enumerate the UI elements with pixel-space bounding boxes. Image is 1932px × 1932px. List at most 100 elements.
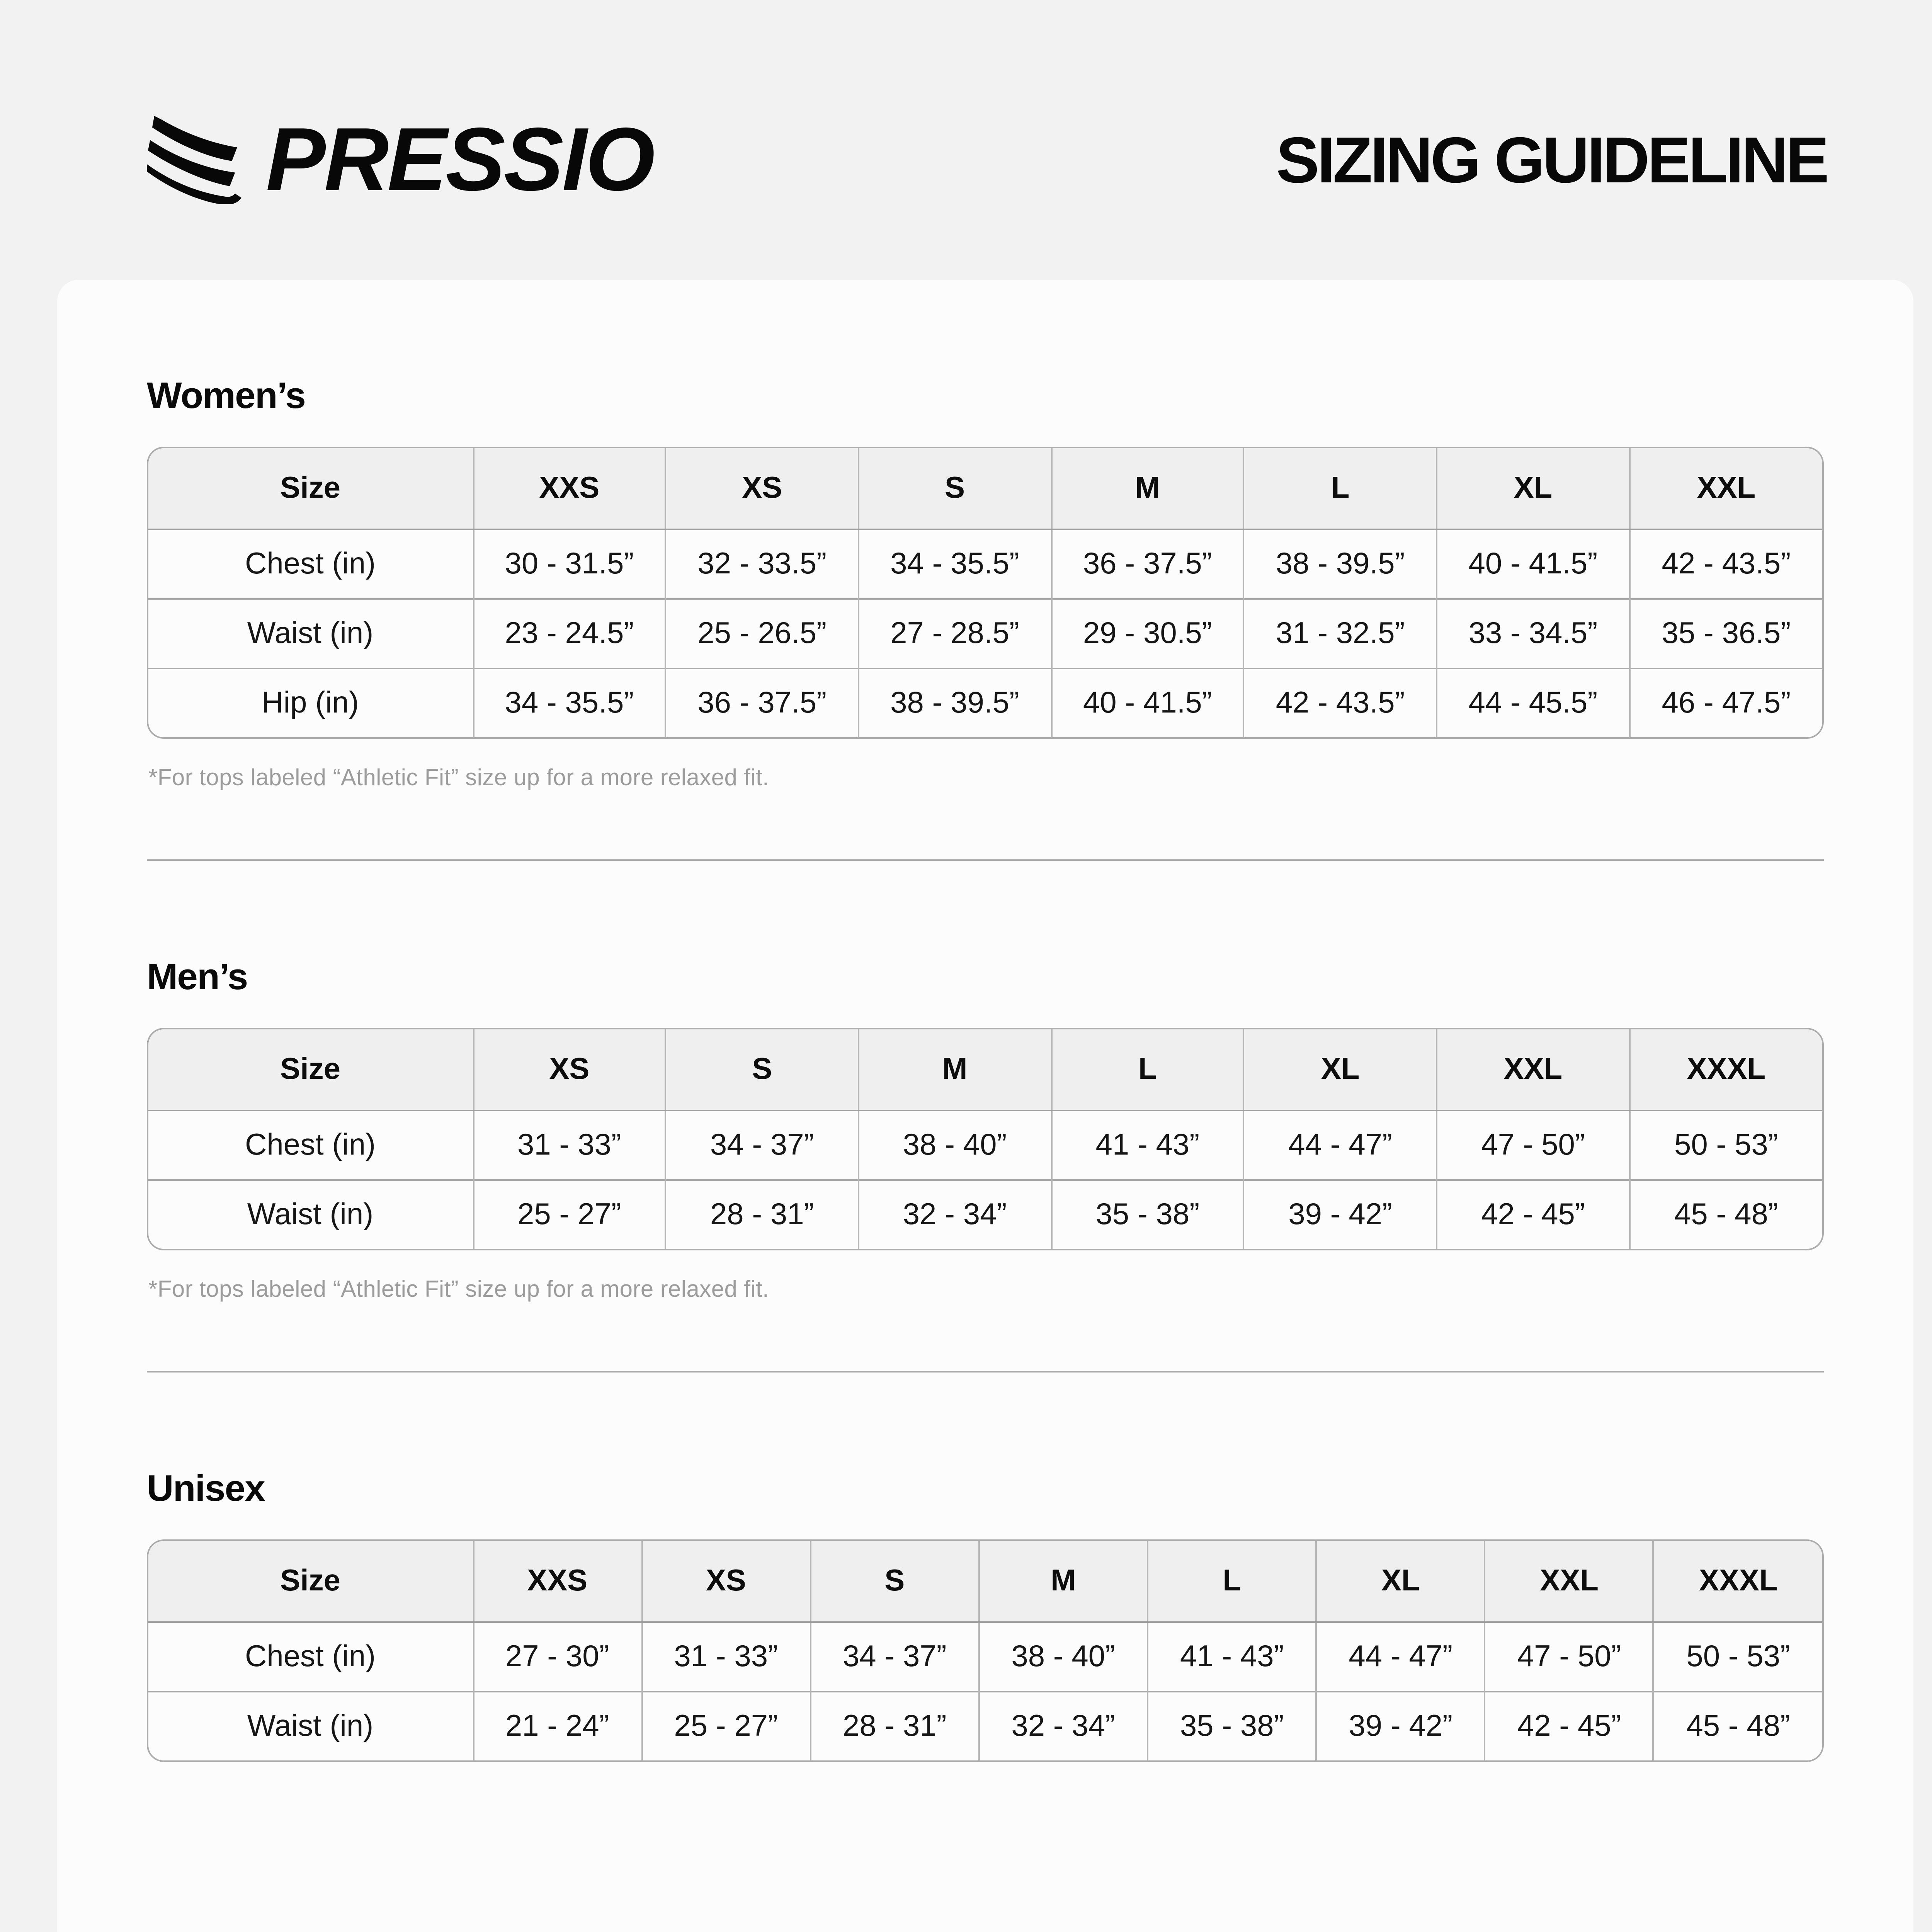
size-value: 35 - 38” bbox=[1146, 1691, 1316, 1760]
table-row: Chest (in) 27 - 30” 31 - 33” 34 - 37” 38 - 4… bbox=[148, 1622, 1822, 1692]
size-value: 34 - 37” bbox=[665, 1111, 859, 1180]
header-row: Size XXS XS S M L XL XXL bbox=[148, 448, 1822, 530]
size-value: 50 - 53” bbox=[1628, 1111, 1822, 1180]
size-value: 42 - 45” bbox=[1436, 1179, 1629, 1249]
size-table-grid: Size XS S M L XL XXL XXXL Chest (in) 31 - 33” 34 … bbox=[148, 1029, 1822, 1249]
size-value: 44 - 47” bbox=[1315, 1622, 1485, 1692]
column-header: XXL bbox=[1436, 1029, 1629, 1111]
size-value: 38 - 40” bbox=[857, 1111, 1051, 1180]
measure-label: Waist (in) bbox=[148, 1691, 473, 1760]
size-value: 47 - 50” bbox=[1484, 1622, 1654, 1692]
size-value: 41 - 43” bbox=[1050, 1111, 1244, 1180]
size-value: 44 - 45.5” bbox=[1436, 668, 1629, 737]
column-header: L bbox=[1050, 1029, 1244, 1111]
size-value: 38 - 40” bbox=[978, 1622, 1148, 1692]
size-value: 21 - 24” bbox=[472, 1691, 642, 1760]
brand-logo: PRESSIO bbox=[147, 108, 655, 212]
section-heading: Men’s bbox=[147, 957, 248, 998]
column-header: L bbox=[1243, 448, 1437, 530]
size-value: 38 - 39.5” bbox=[1243, 529, 1437, 599]
section-heading: Unisex bbox=[147, 1468, 265, 1510]
size-value: 39 - 42” bbox=[1315, 1691, 1485, 1760]
content-card: Women’s Size XXS XS S M L XL XXL Chest (in) 30 -… bbox=[57, 280, 1913, 1932]
table-row: Hip (in) 34 - 35.5” 36 - 37.5” 38 - 39.5” 40… bbox=[148, 668, 1822, 737]
column-header: M bbox=[857, 1029, 1051, 1111]
column-header: XL bbox=[1243, 1029, 1437, 1111]
size-value: 25 - 26.5” bbox=[665, 598, 859, 668]
size-table-grid: Size XXS XS S M L XL XXL XXXL Chest (in) 27 - 30”… bbox=[148, 1541, 1822, 1760]
size-value: 35 - 38” bbox=[1050, 1179, 1244, 1249]
column-header: L bbox=[1146, 1541, 1316, 1623]
size-value: 34 - 35.5” bbox=[857, 529, 1051, 599]
size-value: 30 - 31.5” bbox=[472, 529, 666, 599]
column-header: XXXL bbox=[1628, 1029, 1822, 1111]
size-value: 36 - 37.5” bbox=[665, 668, 859, 737]
column-header: XXL bbox=[1484, 1541, 1654, 1623]
measure-label: Chest (in) bbox=[245, 546, 376, 580]
size-value: 31 - 33” bbox=[472, 1111, 666, 1180]
section-heading: Women’s bbox=[147, 376, 306, 417]
footnote: *For tops labeled “Athletic Fit” size up… bbox=[148, 765, 769, 791]
size-table: Size XXS XS S M L XL XXL XXXL Chest (in) 27 - 30”… bbox=[147, 1539, 1824, 1762]
measure-label: Waist (in) bbox=[148, 1179, 473, 1249]
measure-label: Chest (in) bbox=[245, 1639, 376, 1673]
size-value: 40 - 41.5” bbox=[1050, 668, 1244, 737]
size-value: 38 - 39.5” bbox=[857, 668, 1051, 737]
size-value: 46 - 47.5” bbox=[1628, 668, 1822, 737]
size-section-womens: Women’s Size XXS XS S M L XL XXL Chest (in) 30 -… bbox=[147, 376, 1824, 791]
size-value: 27 - 30” bbox=[472, 1622, 642, 1692]
table-row: Waist (in) 25 - 27” 28 - 31” 32 - 34” 35 - 3… bbox=[148, 1179, 1822, 1249]
size-section-mens: Men’s Size XS S M L XL XXL XXXL Chest (in) 31 - … bbox=[147, 859, 1824, 1303]
size-value: 31 - 32.5” bbox=[1243, 598, 1437, 668]
column-header: XXXL bbox=[1653, 1541, 1822, 1623]
size-section-unisex: Unisex Size XXS XS S M L XL XXL XXXL Chest (in) 2… bbox=[147, 1371, 1824, 1762]
measure-label: Waist (in) bbox=[148, 598, 473, 668]
size-value: 29 - 30.5” bbox=[1050, 598, 1244, 668]
page-title: SIZING GUIDELINE bbox=[1276, 123, 1829, 196]
size-value: 41 - 43” bbox=[1146, 1622, 1316, 1692]
size-value: 35 - 36.5” bbox=[1628, 598, 1822, 668]
footnote: *For tops labeled “Athletic Fit” size up… bbox=[148, 1277, 769, 1303]
size-value: 50 - 53” bbox=[1653, 1622, 1822, 1692]
size-value: 45 - 48” bbox=[1653, 1691, 1822, 1760]
size-value: 32 - 33.5” bbox=[665, 529, 859, 599]
pressio-wing-icon bbox=[147, 116, 252, 205]
header-row: Size XXS XS S M L XL XXL XXXL bbox=[148, 1541, 1822, 1623]
column-header: S bbox=[665, 1029, 859, 1111]
column-header: M bbox=[978, 1541, 1148, 1623]
section-divider bbox=[147, 859, 1824, 861]
size-value: 23 - 24.5” bbox=[472, 598, 666, 668]
size-table: Size XS S M L XL XXL XXXL Chest (in) 31 - 33” 34 … bbox=[147, 1028, 1824, 1250]
size-table-grid: Size XXS XS S M L XL XXL Chest (in) 30 - 31.5” 32… bbox=[148, 448, 1822, 737]
size-value: 32 - 34” bbox=[857, 1179, 1051, 1249]
sections-container: Women’s Size XXS XS S M L XL XXL Chest (in) 30 -… bbox=[147, 376, 1824, 1762]
column-header: M bbox=[1050, 448, 1244, 530]
size-value: 31 - 33” bbox=[641, 1622, 810, 1692]
size-value: 47 - 50” bbox=[1436, 1111, 1629, 1180]
header-row: Size XS S M L XL XXL XXXL bbox=[148, 1029, 1822, 1111]
size-value: 28 - 31” bbox=[809, 1691, 979, 1760]
column-header: XS bbox=[472, 1029, 666, 1111]
size-value: 34 - 37” bbox=[809, 1622, 979, 1692]
column-header: XXS bbox=[472, 1541, 642, 1623]
size-value: 27 - 28.5” bbox=[857, 598, 1051, 668]
size-value: 40 - 41.5” bbox=[1436, 529, 1629, 599]
size-value: 34 - 35.5” bbox=[472, 668, 666, 737]
measure-label: Chest (in) bbox=[245, 1128, 376, 1162]
column-header: XS bbox=[641, 1541, 810, 1623]
column-header: XS bbox=[665, 448, 859, 530]
column-header: XL bbox=[1436, 448, 1629, 530]
column-header: XXL bbox=[1628, 448, 1822, 530]
table-row: Chest (in) 30 - 31.5” 32 - 33.5” 34 - 35.5”… bbox=[148, 529, 1822, 599]
size-value: 28 - 31” bbox=[665, 1179, 859, 1249]
size-value: 42 - 45” bbox=[1484, 1691, 1654, 1760]
column-header: S bbox=[857, 448, 1051, 530]
column-header: Size bbox=[148, 1541, 473, 1623]
size-value: 25 - 27” bbox=[472, 1179, 666, 1249]
column-header: Size bbox=[148, 448, 473, 530]
size-value: 45 - 48” bbox=[1628, 1179, 1822, 1249]
column-header: S bbox=[809, 1541, 979, 1623]
size-value: 36 - 37.5” bbox=[1050, 529, 1244, 599]
table-row: Chest (in) 31 - 33” 34 - 37” 38 - 40” 41 - 4… bbox=[148, 1111, 1822, 1180]
